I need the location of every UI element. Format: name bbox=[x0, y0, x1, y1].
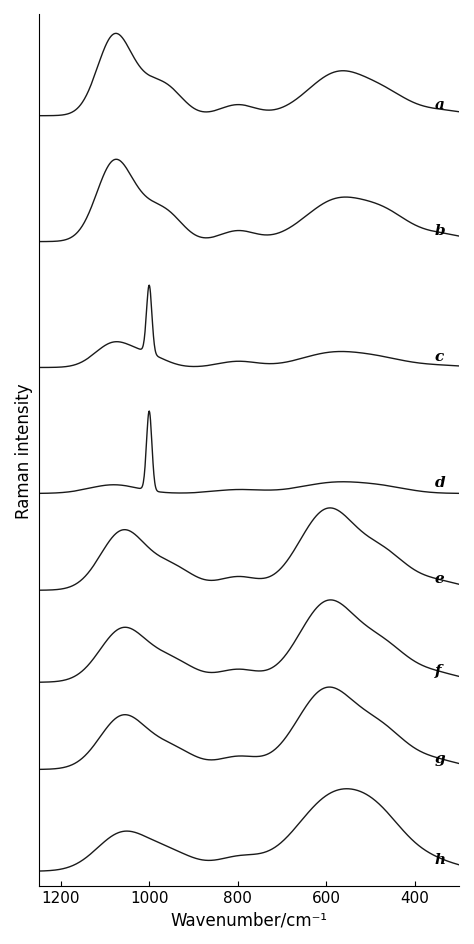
X-axis label: Wavenumber/cm⁻¹: Wavenumber/cm⁻¹ bbox=[170, 911, 327, 929]
Text: f: f bbox=[435, 664, 441, 678]
Text: b: b bbox=[435, 224, 445, 238]
Y-axis label: Raman intensity: Raman intensity bbox=[15, 382, 33, 518]
Text: c: c bbox=[435, 349, 444, 363]
Text: d: d bbox=[435, 475, 445, 489]
Text: e: e bbox=[435, 572, 445, 585]
Text: a: a bbox=[435, 98, 445, 111]
Text: g: g bbox=[435, 750, 445, 765]
Text: h: h bbox=[435, 852, 446, 867]
